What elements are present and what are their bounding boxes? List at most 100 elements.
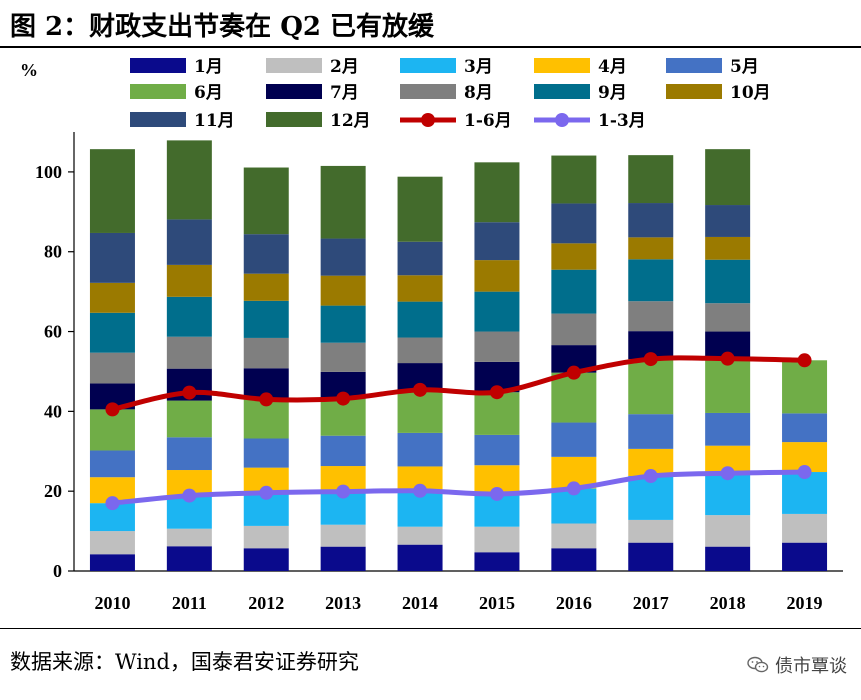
bar-segment (166, 296, 212, 337)
bar-segment (89, 531, 135, 555)
source-note: 数据来源：Wind，国泰君安证券研究 (10, 650, 359, 674)
line-point (797, 353, 812, 368)
bar-segment (243, 438, 289, 468)
bar-segment (320, 275, 366, 306)
legend-label: 12月 (330, 111, 371, 131)
bar-segment (628, 476, 674, 520)
x-tick-label: 2016 (556, 593, 592, 613)
bar-segment (628, 414, 674, 449)
x-tick-label: 2014 (402, 593, 438, 613)
bar-segment (474, 392, 520, 435)
line-point (566, 481, 581, 496)
line-point (413, 483, 428, 498)
x-tick-label: 2013 (325, 593, 361, 613)
legend-swatch (400, 84, 456, 99)
bar-segment (166, 219, 212, 265)
line-point (797, 465, 812, 480)
bar-segment (89, 282, 135, 313)
bar-segment (166, 400, 212, 438)
title-divider (0, 46, 861, 48)
bar-segment (243, 548, 289, 571)
bar-segment (166, 546, 212, 571)
bar-segment (551, 548, 597, 571)
legend-label: 2月 (330, 57, 359, 77)
bar-segment (89, 554, 135, 571)
bar-segment (551, 155, 597, 204)
bar-segment (628, 203, 674, 238)
bar-segment (705, 149, 751, 206)
legend-label: 5月 (730, 57, 759, 77)
bar-segment (397, 275, 443, 302)
line-point (489, 486, 504, 501)
y-tick-label: 20 (44, 481, 62, 501)
bar-segment (397, 432, 443, 467)
line-point (259, 485, 274, 500)
bar-segment (474, 331, 520, 362)
stacked-bar-chart: 0 20 40 60 80 100% 2010 2011 2012 2013 2014 2015 201… (20, 57, 843, 613)
bar-segment (243, 300, 289, 338)
bar-segment (782, 360, 828, 414)
x-tick-label: 2018 (710, 593, 746, 613)
bar-segment (474, 526, 520, 553)
bar-segment (320, 524, 366, 547)
bar-segment (166, 336, 212, 369)
bar-segment (705, 546, 751, 571)
legend-label: 1月 (194, 57, 223, 77)
bar-segment (705, 259, 751, 304)
bar-segment (551, 269, 597, 314)
legend-label: 3月 (464, 57, 493, 77)
line-point (720, 351, 735, 366)
line-point (182, 385, 197, 400)
bar-segment (705, 358, 751, 413)
bar-segment (474, 291, 520, 332)
legend-marker (421, 113, 435, 127)
line-point (413, 382, 428, 397)
wechat-icon (747, 656, 769, 673)
bar-segment (243, 525, 289, 549)
bar-segment (628, 301, 674, 332)
bar-segment (782, 513, 828, 543)
bar-segment (705, 236, 751, 260)
bar-segment (474, 434, 520, 466)
bar-segment (89, 352, 135, 384)
legend-swatch (130, 112, 186, 127)
watermark: 债市覃谈 (747, 652, 847, 678)
line-point (182, 488, 197, 503)
bar-segment (89, 312, 135, 353)
legend-label: 4月 (598, 57, 627, 77)
line-point (566, 365, 581, 380)
legend-swatch (400, 58, 456, 73)
bar-segment (397, 176, 443, 242)
bar-segment (474, 552, 520, 571)
bar-segment (243, 234, 289, 274)
source-divider (0, 628, 861, 629)
bar-segment (320, 165, 366, 239)
bar-segment (397, 526, 443, 545)
bar-segment (474, 162, 520, 223)
bar-segment (89, 149, 135, 233)
bar-segment (320, 342, 366, 372)
line-point (336, 391, 351, 406)
x-tick-label: 2017 (633, 593, 669, 613)
x-tick-label: 2015 (479, 593, 515, 613)
bar-segment (243, 273, 289, 301)
bar-segment (551, 203, 597, 244)
legend-label: 1-3月 (598, 111, 646, 131)
bar-segment (320, 435, 366, 467)
bar-segment (705, 412, 751, 446)
y-tick-label: 0 (53, 561, 62, 581)
bar-segment (628, 237, 674, 260)
bar-segment (397, 337, 443, 364)
line-point (105, 402, 120, 417)
bar-segment (782, 542, 828, 571)
x-tick-label: 2019 (787, 593, 823, 613)
legend-marker (555, 113, 569, 127)
legend-label: 1-6月 (464, 111, 512, 131)
bar-segment (397, 389, 443, 433)
bar-segment (89, 450, 135, 478)
bar-segment (243, 337, 289, 369)
bar-segment (628, 542, 674, 571)
bar-segment (474, 222, 520, 261)
legend-swatch (666, 84, 722, 99)
bar-segment (628, 259, 674, 302)
